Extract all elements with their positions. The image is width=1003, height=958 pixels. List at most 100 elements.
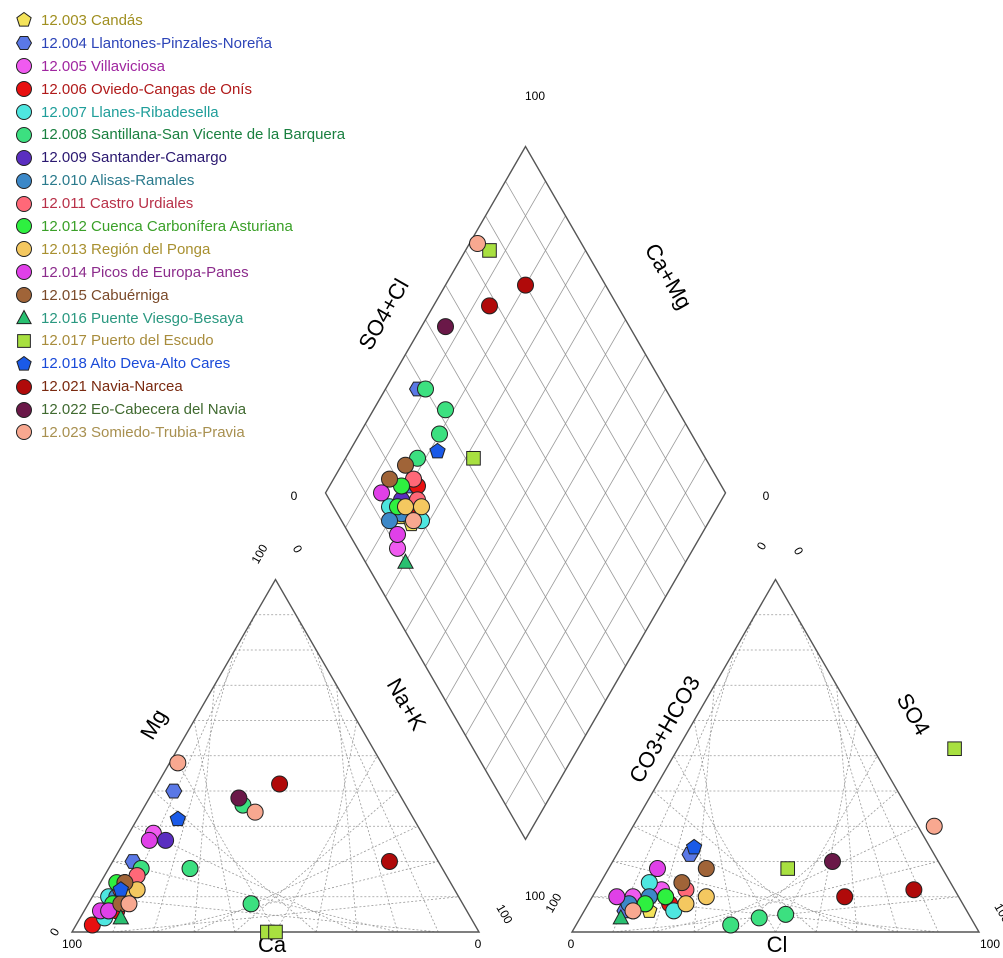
legend-marker (16, 126, 32, 143)
diamond-point (413, 498, 430, 516)
diamond-point (417, 380, 434, 398)
legend-marker (17, 334, 31, 348)
series-points (83, 477, 679, 934)
legend: 12.003 Candás 12.004 Llantones-Pinzales-N… (14, 9, 345, 444)
tick-cation-ca-0: 0 (475, 937, 482, 951)
cation-triangle-gridline (112, 861, 398, 933)
anion-point (905, 881, 923, 899)
anion-point (657, 888, 675, 906)
diamond-point (437, 401, 454, 419)
anion-point (947, 741, 962, 757)
anion-point (780, 861, 796, 876)
anion-point (836, 888, 854, 906)
legend-marker (16, 12, 32, 28)
anion-point (777, 905, 795, 923)
legend-label: 12.023 Somiedo-Trubia-Pravia (41, 423, 245, 441)
legend-item: 12.012 Cuenca Carbonífera Asturiana (14, 215, 345, 238)
cation-triangle-gridline (153, 649, 236, 933)
tick-diamond-left-0: 0 (291, 489, 298, 503)
legend-item: 12.007 Llanes-Ribadesella (14, 101, 345, 124)
legend-marker-icon (16, 126, 32, 143)
diamond-point (373, 484, 390, 502)
legend-marker (16, 172, 32, 189)
cation-point (246, 803, 264, 821)
legend-marker (16, 81, 32, 98)
legend-label: 12.018 Alto Deva-Alto Cares (41, 355, 231, 373)
legend-label: 12.003 Candás (41, 11, 143, 29)
anion-point (697, 888, 715, 906)
cation-triangle-gridline (193, 685, 215, 933)
tick-anion-cl-0: 0 (568, 937, 575, 951)
tick-anion-so4-0: 0 (791, 545, 807, 558)
legend-label: 12.009 Santander-Camargo (41, 149, 227, 167)
diamond-point (389, 525, 406, 543)
legend-marker-icon (16, 401, 32, 418)
legend-label: 12.022 Eo-Cabecera del Navia (41, 401, 247, 419)
series-points (100, 477, 675, 920)
anion-point (685, 838, 703, 855)
tick-anion-cl-100: 100 (980, 937, 1000, 951)
legend-label: 12.010 Alisas-Ramales (41, 172, 195, 190)
legend-marker-icon (16, 12, 32, 28)
tick-cation-nak-0: 0 (290, 543, 306, 556)
legend-item: 12.003 Candás (14, 9, 345, 32)
cation-triangle-grid (92, 614, 459, 933)
cation-point (230, 789, 248, 807)
diamond-gridline (425, 319, 626, 667)
cation-point (112, 908, 130, 925)
anion-point (722, 916, 740, 934)
cation-triangle-gridline (315, 649, 398, 933)
diamond-point (466, 450, 481, 466)
legend-label: 12.021 Navia-Narcea (41, 378, 183, 396)
series-points (112, 553, 630, 925)
diamond-point (381, 512, 398, 530)
cation-point (169, 810, 187, 827)
legend-label: 12.007 Llanes-Ribadesella (41, 103, 219, 121)
cation-point (157, 831, 175, 849)
diamond-gridline (485, 215, 686, 563)
legend-item: 12.016 Puente Viesgo-Besaya (14, 307, 345, 330)
diamond-gridline (465, 250, 666, 598)
axis-label-co3-hco3: CO3+HCO3 (624, 671, 705, 787)
anion-point (624, 902, 642, 920)
diamond-point (431, 425, 448, 443)
diamond-gridline (445, 354, 646, 701)
cation-point (271, 775, 289, 793)
diamond-point (397, 553, 414, 569)
legend-item: 12.009 Santander-Camargo (14, 146, 345, 169)
data-points (83, 235, 962, 940)
axis-label-mg: Mg (135, 705, 172, 744)
cation-point (140, 831, 158, 849)
legend-marker-icon (17, 334, 31, 348)
cation-triangle-gridline (336, 685, 358, 933)
series-points (271, 276, 923, 906)
diamond-point (517, 276, 534, 294)
legend-marker-icon (16, 424, 32, 441)
axis-label-nak: Na+K (382, 674, 432, 735)
anion-point (750, 909, 768, 927)
legend-marker (16, 218, 32, 235)
anion-triangle-gridline (836, 685, 858, 933)
anion-point (677, 895, 695, 913)
legend-item: 12.017 Puerto del Escudo (14, 329, 345, 352)
anion-triangle-gridline (612, 614, 756, 933)
anion-point (823, 853, 841, 871)
anion-point (673, 874, 691, 892)
legend-item: 12.013 Región del Ponga (14, 238, 345, 261)
tick-cation-mg-100: 100 (248, 542, 270, 567)
series-points (112, 442, 703, 897)
legend-item: 12.011 Castro Urdiales (14, 192, 345, 215)
cation-point (169, 754, 187, 772)
diamond-point (381, 470, 398, 488)
cation-point (268, 924, 283, 940)
diamond-point (405, 512, 422, 530)
legend-item: 12.014 Picos de Europa-Panes (14, 261, 345, 284)
diamond-point (429, 442, 446, 459)
diamond-gridline (445, 284, 646, 632)
anion-triangle-gridline (693, 685, 715, 933)
legend-label: 12.016 Puente Viesgo-Besaya (41, 309, 244, 327)
cation-triangle-gridline (275, 755, 378, 933)
legend-marker-icon (16, 195, 32, 212)
cation-triangle-gridline (295, 614, 439, 933)
